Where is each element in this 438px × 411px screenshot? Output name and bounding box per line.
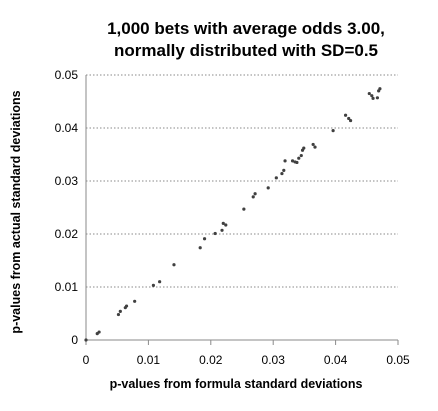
chart-title: 1,000 bets with average odds 3.00, norma…: [107, 19, 385, 60]
x-tick-label: 0.04: [324, 353, 348, 367]
tick-labels: 0 0.01 0.02 0.03 0.04 0.05 0 0.01 0.02 0.03 0.04 0.…: [55, 68, 410, 367]
data-point: [283, 159, 287, 163]
x-tick-label: 0.02: [199, 353, 223, 367]
data-point: [302, 146, 306, 150]
data-point: [297, 156, 301, 160]
data-point: [151, 283, 155, 288]
data-point: [348, 118, 353, 123]
data-point: [84, 338, 88, 342]
data-point: [133, 299, 137, 303]
data-point: [242, 207, 246, 211]
data-point: [290, 159, 295, 163]
data-point: [224, 223, 228, 227]
data-point: [172, 263, 176, 267]
data-point: [118, 309, 122, 313]
y-tick-label: 0.01: [55, 280, 79, 294]
data-point: [343, 113, 348, 117]
axes: [85, 75, 399, 345]
data-point: [97, 330, 101, 334]
data-point: [367, 91, 371, 96]
data-point: [347, 116, 351, 121]
data-point: [375, 96, 380, 100]
data-point: [280, 171, 284, 176]
data-point: [370, 94, 374, 98]
data-point: [213, 231, 217, 236]
data-point: [124, 304, 129, 308]
chart-title-line-1: 1,000 bets with average odds 3.00,: [107, 19, 385, 38]
data-point: [311, 142, 315, 147]
data-point: [221, 221, 225, 225]
data-point: [202, 237, 207, 241]
x-tick-label: 0: [83, 353, 90, 367]
data-point: [251, 195, 255, 199]
x-tick-label: 0.01: [137, 353, 161, 367]
chart-title-line-2: normally distributed with SD=0.5: [114, 41, 378, 60]
data-point: [266, 186, 270, 190]
data-point: [299, 153, 303, 158]
y-axis-label: p-values from actual standard deviations: [9, 90, 23, 333]
data-point: [274, 176, 278, 180]
data-point: [253, 192, 257, 196]
data-point: [371, 96, 375, 100]
x-tick-label: 0.05: [386, 353, 410, 367]
data-point: [313, 145, 317, 149]
y-tick-label: 0.04: [55, 121, 79, 135]
x-tick-label: 0.03: [262, 353, 286, 367]
data-point: [295, 160, 299, 165]
data-point: [220, 228, 224, 232]
data-point: [116, 312, 121, 317]
data-point: [198, 246, 202, 250]
data-point: [331, 129, 335, 133]
y-tick-label: 0.02: [55, 227, 79, 241]
y-tick-label: 0.05: [55, 68, 79, 82]
gridlines: [86, 74, 398, 288]
data-points: [84, 87, 382, 342]
data-point: [282, 168, 286, 172]
data-point: [158, 280, 162, 284]
x-axis-label: p-values from formula standard deviation…: [110, 377, 363, 391]
y-tick-label: 0: [71, 333, 78, 347]
y-tick-label: 0.03: [55, 174, 79, 188]
data-point: [378, 87, 382, 91]
